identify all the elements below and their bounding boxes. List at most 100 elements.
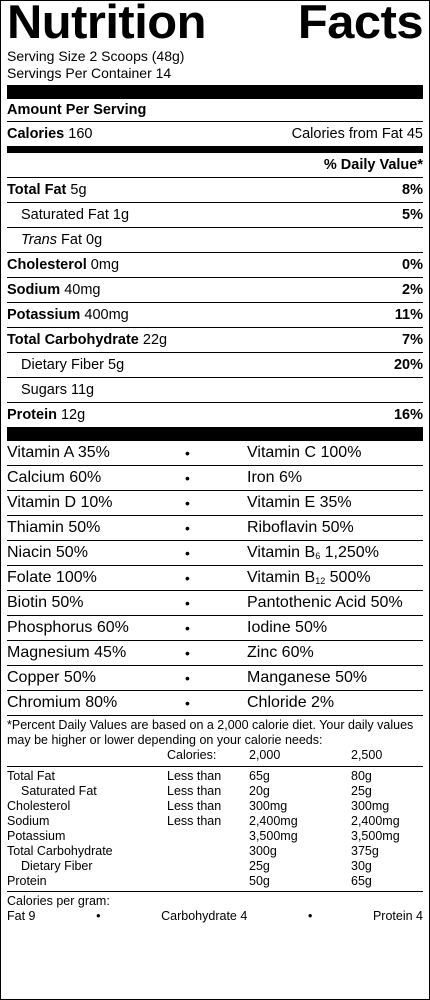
serving-size: Serving Size 2 Scoops (48g) — [7, 48, 185, 64]
vitamin-left: Thiamin 50% — [7, 519, 101, 536]
footnote-table-cell: 25g — [351, 784, 372, 798]
footnote-table-cell: 300mg — [249, 799, 288, 813]
footnote-table-cell: 300g — [249, 844, 277, 858]
nutrient-amount: 11g — [70, 382, 95, 398]
vitamin-left: Phosphorus 60% — [7, 619, 129, 636]
footnote-table-cell: Less than — [167, 769, 222, 783]
nutrient-row: Total Fat 5g 8% — [7, 177, 423, 202]
footnote-table-cell: Less than — [167, 799, 222, 813]
footnote-table-cell: Cholesterol — [7, 799, 71, 813]
footnote-table-cell: Total Fat — [7, 769, 55, 783]
label-content: Nutrition Facts Serving Size 2 Scoops (4… — [7, 0, 424, 924]
nutrient-dv: 5% — [402, 207, 423, 223]
footnote-table-cell: 65g — [249, 769, 270, 783]
vitamin-row: Vitamin D 10% • Vitamin E 35% — [7, 490, 423, 515]
nutrient-row: Sodium 40mg 2% — [7, 277, 423, 302]
bullet-icon: • — [185, 470, 190, 486]
footnote-table-row: Total Fat Less than 65g 80g — [7, 769, 423, 784]
vitamin-right: Zinc 60% — [247, 644, 314, 661]
nutrient-dv: 11% — [394, 307, 423, 323]
vitamin-right-value: 500% — [325, 569, 371, 586]
nutrient-row: Total Carbohydrate 22g 7% — [7, 327, 423, 352]
vitamin-right: Chloride 2% — [247, 694, 335, 711]
nutrient-name: Cholesterol — [7, 257, 87, 273]
vitamin-right: Riboflavin 50% — [247, 519, 354, 536]
vitamin-right-name: Vitamin B — [247, 544, 316, 561]
per-gram-protein: Protein 4 — [372, 909, 423, 923]
nutrient-amount: 0mg — [90, 257, 120, 273]
vitamin-row: Niacin 50% • Vitamin B6 1,250% — [7, 540, 423, 565]
vitamin-row: Vitamin A 35% • Vitamin C 100% — [7, 441, 423, 465]
nutrient-name: Dietary Fiber — [21, 357, 104, 373]
footnote-table-cell: 30g — [351, 859, 372, 873]
vitamin-left: Vitamin D 10% — [7, 494, 113, 511]
footnote-table-cell: Dietary Fiber — [21, 859, 93, 873]
nutrient-dv: 2% — [402, 282, 423, 298]
nutrient-dv: 20% — [393, 357, 423, 373]
vitamin-right: Pantothenic Acid 50% — [247, 594, 403, 611]
bullet-icon: • — [185, 670, 190, 686]
footnote-table-row: Saturated Fat Less than 20g 25g — [7, 784, 423, 799]
thick-divider — [7, 85, 423, 99]
label-title: Nutrition Facts — [7, 0, 424, 48]
bullet-icon: • — [185, 645, 190, 661]
dv-header-text: % Daily Value* — [323, 157, 423, 173]
bullet-icon: • — [96, 909, 101, 923]
footnote-section: *Percent Daily Values are based on a 2,0… — [7, 715, 423, 763]
nutrient-name: Total Carbohydrate — [7, 332, 139, 348]
footnote-table-row: Cholesterol Less than 300mg 300mg — [7, 799, 423, 814]
footnote-table-cell — [167, 844, 249, 859]
footnote-table-cell: 20g — [249, 784, 270, 798]
vitamin-right: Vitamin B6 1,250% — [247, 544, 423, 562]
nutrient-row: Potassium 400mg 11% — [7, 302, 423, 327]
nutrient-row: Saturated Fat 1g 5% — [7, 202, 423, 227]
nutrient-amount: 5g — [108, 357, 125, 373]
footnote-table-cell: 375g — [351, 844, 379, 858]
footnote-table-cell: 3,500mg — [351, 829, 400, 843]
vitamin-right: Vitamin B12 500% — [247, 569, 423, 587]
vitamin-row: Biotin 50% • Pantothenic Acid 50% — [7, 590, 423, 615]
per-gram-row: Fat 9 • Carbohydrate 4 • Protein 4 — [7, 909, 423, 924]
bullet-icon: • — [185, 495, 190, 511]
nutrient-dv: 8% — [402, 182, 423, 198]
nutrient-name: Sugars — [21, 382, 67, 398]
footnote-table-row: Protein 50g 65g — [7, 874, 423, 889]
vitamin-subscript: 12 — [315, 576, 326, 586]
footnote-table-cell: Potassium — [7, 829, 66, 843]
vitamin-left: Biotin 50% — [7, 594, 84, 611]
vitamin-right: Iodine 50% — [247, 619, 328, 636]
vitamin-left: Niacin 50% — [7, 544, 88, 561]
footnote-table-cell: Less than — [167, 814, 222, 828]
nutrient-amount: 12g — [60, 407, 86, 423]
calories-2500: 2,500 — [351, 748, 383, 762]
footnote-table-row: Potassium 3,500mg 3,500mg — [7, 829, 423, 844]
footnote-table-cell: Total Carbohydrate — [7, 844, 113, 858]
medium-divider — [7, 146, 423, 153]
footnote-table-row: Sodium Less than 2,400mg 2,400mg — [7, 814, 423, 829]
nutrient-row: Trans Fat 0g — [7, 227, 423, 252]
calories-value: 160 — [68, 126, 93, 142]
vitamin-right: Manganese 50% — [247, 669, 368, 686]
vitamin-left: Vitamin A 35% — [7, 444, 110, 461]
vitamin-row: Calcium 60% • Iron 6% — [7, 465, 423, 490]
per-gram-fat: Fat 9 — [7, 909, 36, 923]
footnote-table-cell — [167, 829, 249, 844]
vitamin-subscript: 6 — [315, 551, 321, 561]
vitamin-right: Iron 6% — [247, 469, 303, 486]
vitamin-left: Calcium 60% — [7, 469, 102, 486]
calories-from-fat: Calories from Fat 45 — [291, 126, 423, 142]
calories-label: Calories — [7, 126, 65, 142]
footnote-table-cell: Saturated Fat — [21, 784, 97, 798]
bullet-icon: • — [185, 595, 190, 611]
nutrient-name: Protein — [7, 407, 57, 423]
footnote-table-cell: 25g — [249, 859, 270, 873]
vitamin-right: Vitamin C 100% — [247, 444, 362, 461]
nutrient-name: Potassium — [7, 307, 81, 323]
nutrient-amount: 22g — [142, 332, 168, 348]
calories-2000: 2,000 — [249, 748, 281, 762]
nutrient-dv: 7% — [402, 332, 423, 348]
nutrient-amount: 1g — [112, 207, 130, 223]
bullet-icon: • — [307, 909, 313, 923]
footnote-table-cell: 80g — [351, 769, 372, 783]
